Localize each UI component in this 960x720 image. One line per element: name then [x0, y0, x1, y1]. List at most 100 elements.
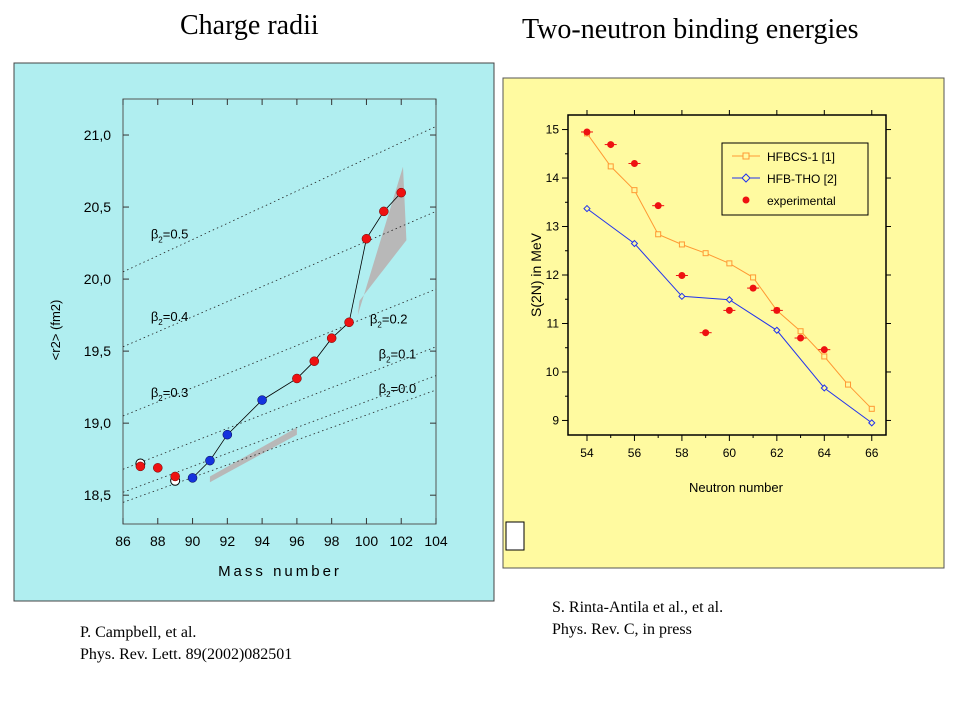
left-x-tick-label-5: 96 [289, 533, 305, 549]
right-chart-layer: 54 56 58 60 62 64 66 9 10 11 12 13 14 15 [546, 110, 891, 460]
hfbcs-point-2 [631, 187, 638, 194]
legend-hfbtho-marker [741, 173, 751, 183]
hfbtho-point-0 [583, 204, 591, 213]
right-y-tick-label-0: 9 [552, 413, 559, 427]
left-chart-title: Charge radii [180, 10, 319, 41]
hfbcs-point-7 [750, 274, 757, 281]
left-reference-line-2: Phys. Rev. Lett. 89(2002)082501 [80, 646, 293, 663]
hfbcs-point-11 [845, 381, 852, 388]
right-y-tick-label-3: 12 [546, 268, 560, 282]
experimental-point-8 [773, 306, 781, 314]
red-point-4 [309, 356, 320, 366]
left-chart-panel [13, 62, 495, 602]
left-plot-frame [122, 98, 437, 525]
right-y-tick-label-1: 10 [546, 365, 560, 379]
left-y-tick-label-0: 18,5 [84, 487, 111, 503]
left-x-tick-label-1: 88 [150, 533, 166, 549]
left-x-tick-label-7: 100 [355, 533, 379, 549]
right-y-axis-label: S(2N) in MeV [528, 232, 544, 317]
beta-label-5: β2=0.0 [379, 381, 417, 399]
right-x-tick-label-3: 60 [723, 446, 737, 460]
beta-label-1: β2=0.4 [151, 309, 189, 327]
hfbtho-point-5 [820, 384, 829, 392]
beta-line-1 [122, 211, 437, 348]
experimental-point-0 [583, 128, 591, 136]
hfbcs-point-12 [868, 405, 875, 412]
legend-hfbtho-label: HFB-THO [2] [767, 172, 837, 186]
hfbcs-point-4 [678, 241, 685, 248]
hfbtho-point-2 [678, 292, 686, 301]
left-y-tick-label-5: 21,0 [84, 127, 111, 143]
red-point-1 [153, 463, 163, 473]
right-x-tick-label-1: 56 [628, 446, 642, 460]
experimental-point-1 [607, 141, 615, 149]
experimental-point-9 [797, 334, 805, 342]
left-reference: P. Campbell, et al. Phys. Rev. Lett. 89(… [80, 622, 292, 666]
beta-label-3: β2=0.2 [370, 312, 408, 330]
left-chart-layer: β2=0.5 β2=0.4 β2=0.3 β2=0.2 β2=0.1 β2=0.0 86 88… [84, 99, 448, 549]
right-reference-line-1: S. Rinta-Antila et al., et al. [552, 599, 724, 616]
shaded-band-1 [357, 166, 407, 316]
experimental-point-7 [749, 284, 757, 292]
legend-hfbcs-marker [742, 152, 750, 160]
right-y-tick-label-4: 13 [546, 220, 560, 234]
hfbcs-point-9 [797, 328, 804, 335]
blue-point-3 [257, 395, 267, 405]
hfbcs-point-5 [702, 250, 709, 257]
right-x-tick-label-6: 66 [865, 446, 879, 460]
experimental-point-2 [630, 159, 638, 167]
blue-point-0 [187, 473, 198, 483]
beta-label-0: β2=0.5 [151, 227, 189, 245]
legend-experimental-label: experimental [767, 194, 836, 208]
legend: HFBCS-1 [1] HFB-THO [2] experimental [721, 142, 869, 216]
right-y-tick-label-6: 15 [546, 123, 560, 137]
right-reference: S. Rinta-Antila et al., et al. Phys. Rev… [552, 597, 723, 641]
experimental-point-5 [702, 329, 710, 337]
left-x-tick-label-8: 102 [390, 533, 414, 549]
left-y-axis-label: <r2> (fm2) [48, 300, 63, 361]
left-x-tick-label-3: 92 [220, 533, 236, 549]
left-x-tick-label-6: 98 [324, 533, 340, 549]
experimental-point-4 [678, 271, 686, 279]
blue-point-2 [222, 429, 233, 440]
legend-hfbcs-label: HFBCS-1 [1] [767, 150, 835, 164]
right-x-tick-label-4: 62 [770, 446, 784, 460]
left-y-tick-label-2: 19,5 [84, 343, 111, 359]
left-reference-line-1: P. Campbell, et al. [80, 624, 197, 641]
left-x-tick-label-0: 86 [115, 533, 131, 549]
red-point-0 [135, 461, 146, 472]
red-point-5 [326, 333, 337, 343]
shaded-band-0 [209, 427, 297, 483]
right-x-tick-label-0: 54 [580, 446, 594, 460]
legend-experimental-marker [742, 196, 750, 204]
left-x-tick-label-4: 94 [254, 533, 270, 549]
blue-point-1 [205, 455, 215, 466]
small-box [505, 521, 525, 551]
left-x-axis-label: Mass number [218, 563, 342, 580]
red-point-6 [344, 317, 354, 328]
red-point-3 [292, 373, 302, 384]
hfbtho-point-1 [630, 239, 639, 248]
left-y-tick-label-3: 20,0 [84, 271, 111, 287]
left-y-tick-label-1: 19,0 [84, 415, 111, 431]
beta-line-3 [122, 346, 437, 470]
left-y-tick-label-4: 20,5 [84, 199, 111, 215]
left-x-tick-label-2: 90 [185, 533, 201, 549]
beta-line-4 [122, 375, 437, 493]
hfbtho-point-3 [725, 296, 734, 304]
beta-label-2: β2=0.3 [151, 385, 189, 403]
hfbtho-point-6 [868, 419, 876, 427]
hfbtho-point-4 [773, 326, 781, 334]
right-y-tick-label-5: 14 [546, 171, 560, 185]
hfbcs-point-3 [655, 231, 662, 238]
beta-label-4: β2=0.1 [379, 346, 417, 364]
right-x-tick-label-2: 58 [675, 446, 689, 460]
red-point-8 [379, 206, 389, 217]
experimental-point-3 [654, 202, 662, 210]
red-point-7 [361, 233, 372, 244]
hfbcs-point-10 [821, 353, 828, 360]
right-x-axis-label: Neutron number [689, 480, 784, 495]
experimental-point-10 [820, 346, 828, 354]
right-chart-title: Two-neutron binding energies [522, 14, 859, 45]
